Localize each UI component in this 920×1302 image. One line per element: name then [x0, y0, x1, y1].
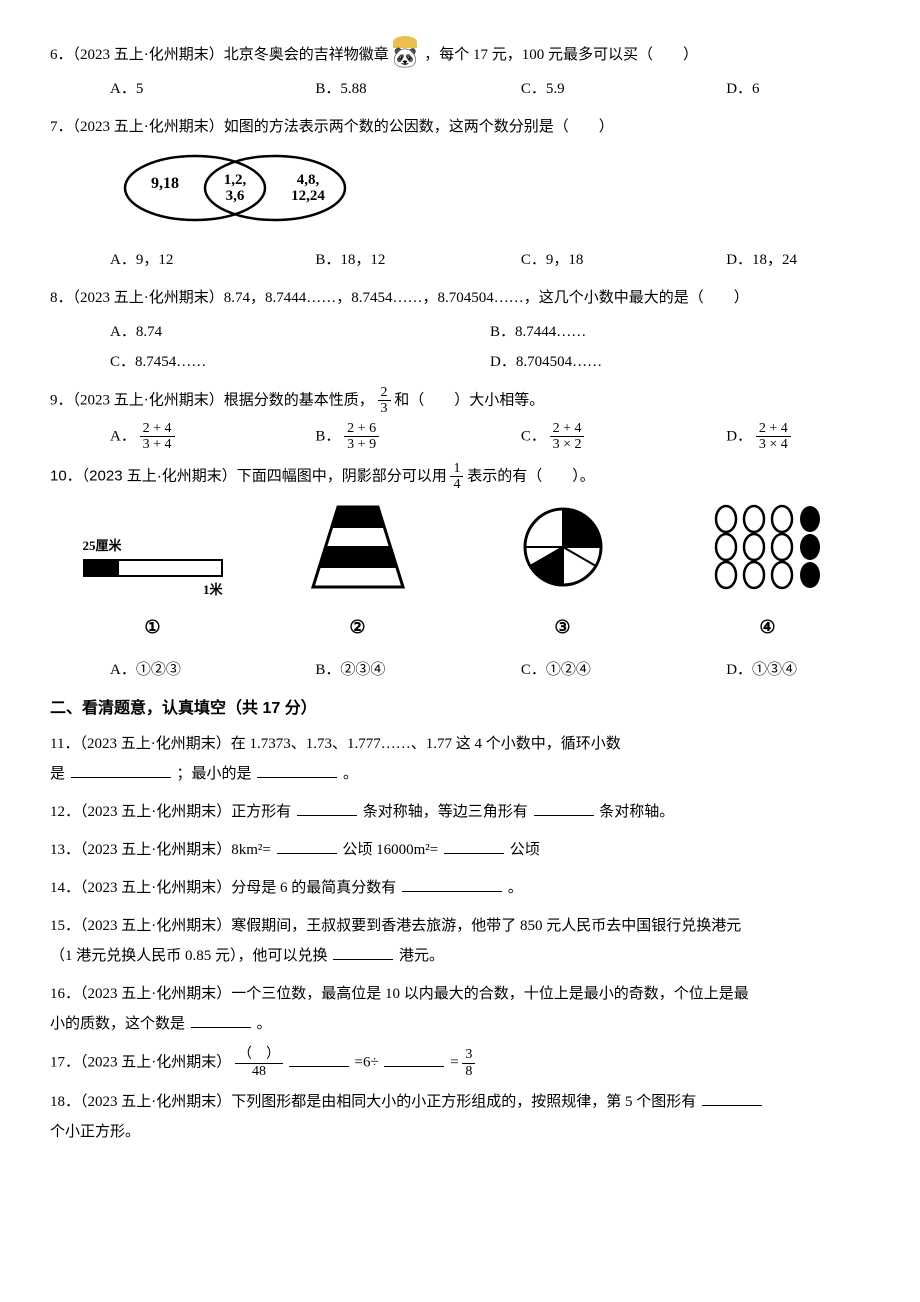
q8-option-a: A．8.74 [110, 317, 490, 347]
q14-blank-1[interactable] [402, 877, 502, 892]
question-17: 17．（2023 五上·化州期末） （ ） 48 =6÷ = 3 8 [50, 1047, 870, 1079]
section-2-header: 二、看清题意，认真填空（共 17 分） [50, 693, 870, 725]
svg-text:1,2,: 1,2, [224, 172, 247, 188]
q16-blank-1[interactable] [191, 1013, 251, 1028]
q6-option-a: A．5 [110, 74, 315, 104]
q12-blank-2[interactable] [534, 801, 594, 816]
question-7: 7．（2023 五上·化州期末）如图的方法表示两个数的公因数，这两个数分别是（ … [50, 112, 870, 275]
q6-text-b: ，每个 17 元，100 元最多可以买（ ） [424, 47, 698, 63]
question-15: 15．（2023 五上·化州期末）寒假期间，王叔叔要到香港去旅游，他带了 850… [50, 911, 870, 971]
q10-options: A．①②③ B．②③④ C．①②④ D．①③④ [50, 655, 870, 685]
q8-options: A．8.74 B．8.7444…… C．8.7454…… D．8.704504…… [50, 317, 870, 377]
q6-option-c: C．5.9 [521, 74, 726, 104]
q9-option-c: C． 2 + 4 3 × 2 [521, 421, 726, 453]
q10-fig1: 25厘米 1米 ① [83, 533, 223, 645]
question-18: 18．（2023 五上·化州期末）下列图形都是由相同大小的小正方形组成的，按照规… [50, 1087, 870, 1147]
question-8: 8．（2023 五上·化州期末）8.74，8.7444……，8.7454……，8… [50, 283, 870, 377]
q13-blank-2[interactable] [444, 839, 504, 854]
q6-options: A．5 B．5.88 C．5.9 D．6 [50, 74, 870, 104]
q7-text: 7．（2023 五上·化州期末）如图的方法表示两个数的公因数，这两个数分别是（ … [50, 112, 870, 142]
question-11: 11．（2023 五上·化州期末）在 1.7373、1.73、1.777……、1… [50, 729, 870, 789]
question-14: 14．（2023 五上·化州期末）分母是 6 的最简真分数有 。 [50, 873, 870, 903]
question-9: 9．（2023 五上·化州期末）根据分数的基本性质， 2 3 和（ ）大小相等。… [50, 385, 870, 453]
q10-figures: 25厘米 1米 ① ② [50, 502, 870, 645]
q10-option-c: C．①②④ [521, 655, 726, 685]
q10-text-a: 10．（2023 五上·化州期末）下面四幅图中，阴影部分可以用 [50, 467, 447, 484]
q11-line1: 11．（2023 五上·化州期末）在 1.7373、1.73、1.777……、1… [50, 729, 870, 759]
q8-option-c: C．8.7454…… [110, 347, 490, 377]
q13-blank-1[interactable] [277, 839, 337, 854]
question-10: 10．（2023 五上·化州期末）下面四幅图中，阴影部分可以用 1 4 表示的有… [50, 461, 870, 686]
q12-blank-1[interactable] [297, 801, 357, 816]
q11-blank-1[interactable] [71, 763, 171, 778]
venn-diagram: 9,18 1,2, 3,6 4,8, 12,24 [110, 148, 870, 239]
q17-blank-1[interactable] [289, 1052, 349, 1067]
q8-text: 8．（2023 五上·化州期末）8.74，8.7444……，8.7454……，8… [50, 283, 870, 313]
q10-fig2: ② [303, 502, 413, 645]
q9-option-a: A． 2 + 4 3 + 4 [110, 421, 315, 453]
q10-fig3: ③ [513, 502, 613, 645]
svg-text:3,6: 3,6 [226, 188, 245, 204]
q6-option-b: B．5.88 [315, 74, 520, 104]
q6-text-a: 6．（2023 五上·化州期末）北京冬奥会的吉祥物徽章 [50, 47, 389, 63]
q17-frac2: 3 8 [462, 1047, 475, 1079]
q7-option-c: C．9，18 [521, 245, 726, 275]
q6-option-d: D．6 [726, 74, 870, 104]
q10-text-b: 表示的有（ ）。 [467, 468, 595, 484]
q17-frac1: （ ） 48 [235, 1047, 283, 1079]
q7-option-a: A．9，12 [110, 245, 315, 275]
question-6: 6．（2023 五上·化州期末）北京冬奥会的吉祥物徽章 ，每个 17 元，100… [50, 40, 870, 104]
q11-line2: 是 ；最小的是 。 [50, 759, 870, 789]
svg-text:4,8,: 4,8, [297, 172, 320, 188]
q9-text-b: 和（ ）大小相等。 [394, 392, 544, 408]
q15-blank-1[interactable] [333, 945, 393, 960]
q8-option-d: D．8.704504…… [490, 347, 870, 377]
q10-option-a: A．①②③ [110, 655, 315, 685]
mascot-icon [393, 42, 421, 70]
question-12: 12．（2023 五上·化州期末）正方形有 条对称轴，等边三角形有 条对称轴。 [50, 797, 870, 827]
q11-blank-2[interactable] [257, 763, 337, 778]
q10-frac: 1 4 [450, 461, 463, 493]
svg-text:12,24: 12,24 [291, 188, 325, 204]
q9-option-b: B． 2 + 6 3 + 9 [315, 421, 520, 453]
q7-option-b: B．18，12 [315, 245, 520, 275]
q18-blank-1[interactable] [702, 1091, 762, 1106]
q9-options: A． 2 + 4 3 + 4 B． 2 + 6 3 + 9 C． 2 + 4 3… [50, 421, 870, 453]
q10-fig4: ④ [708, 502, 828, 645]
svg-text:9,18: 9,18 [151, 175, 179, 192]
q9-text-a: 9．（2023 五上·化州期末）根据分数的基本性质， [50, 392, 374, 408]
question-16: 16．（2023 五上·化州期末）一个三位数，最高位是 10 以内最大的合数，十… [50, 979, 870, 1039]
q7-options: A．9，12 B．18，12 C．9，18 D．18，24 [50, 245, 870, 275]
q9-option-d: D． 2 + 4 3 × 4 [726, 421, 870, 453]
q9-frac: 2 3 [378, 385, 391, 417]
q17-blank-2[interactable] [384, 1052, 444, 1067]
question-13: 13．（2023 五上·化州期末）8km²= 公顷 16000m²= 公顷 [50, 835, 870, 865]
q7-option-d: D．18，24 [726, 245, 870, 275]
q10-option-b: B．②③④ [315, 655, 520, 685]
q8-option-b: B．8.7444…… [490, 317, 870, 347]
q10-option-d: D．①③④ [726, 655, 870, 685]
